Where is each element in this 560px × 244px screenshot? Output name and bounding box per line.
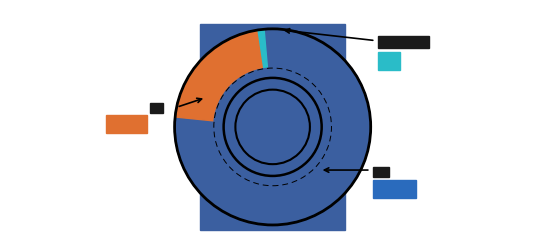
FancyBboxPatch shape <box>372 167 389 177</box>
FancyBboxPatch shape <box>377 36 428 49</box>
Wedge shape <box>258 29 268 69</box>
Circle shape <box>214 68 332 186</box>
Bar <box>200 24 345 230</box>
Wedge shape <box>175 30 264 121</box>
FancyBboxPatch shape <box>106 115 147 133</box>
FancyBboxPatch shape <box>150 103 163 113</box>
Circle shape <box>223 78 321 176</box>
Wedge shape <box>175 29 371 225</box>
FancyBboxPatch shape <box>377 52 400 70</box>
FancyBboxPatch shape <box>372 180 416 197</box>
